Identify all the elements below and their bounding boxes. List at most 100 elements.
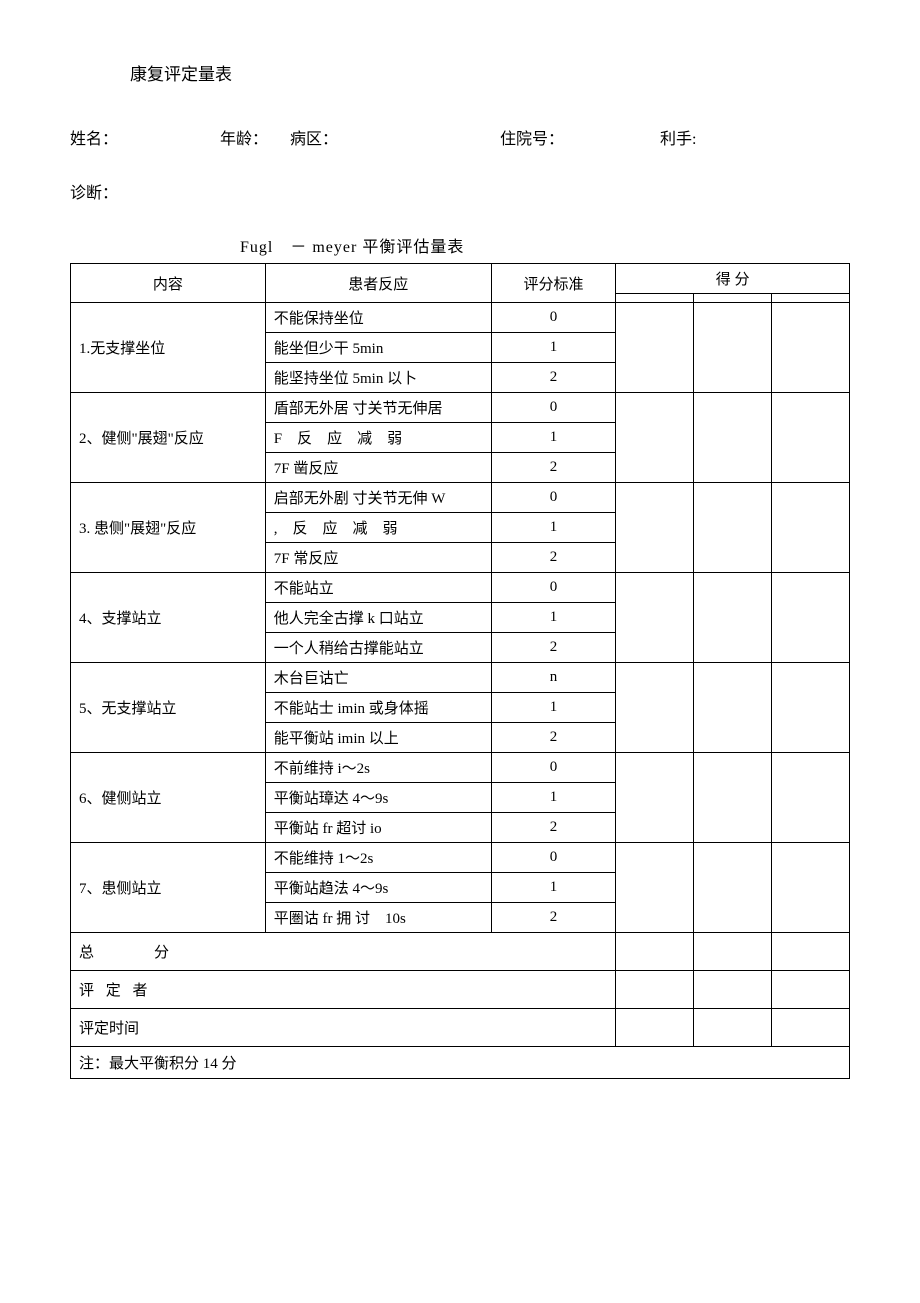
admission-label: 住院号：: [500, 125, 650, 149]
score-cell[interactable]: [616, 573, 694, 663]
total-score-2[interactable]: [694, 933, 772, 971]
reaction-cell: F 反 应 减 弱: [265, 423, 491, 453]
score-cell[interactable]: [694, 393, 772, 483]
time-2[interactable]: [694, 1009, 772, 1047]
reaction-cell: 平衡站 fr 超讨 io: [265, 813, 491, 843]
reaction-cell: 一个人稍给古撑能站立: [265, 633, 491, 663]
assessment-table: 内容 患者反应 评分标准 得 分 1.无支撑坐位不能保持坐位0能坐但少干 5mi…: [70, 263, 850, 1079]
score-cell[interactable]: [772, 753, 850, 843]
total-score-1[interactable]: [616, 933, 694, 971]
std-cell: 2: [491, 363, 616, 393]
std-cell: 1: [491, 603, 616, 633]
reaction-cell: 不能维持 1〜2s: [265, 843, 491, 873]
std-cell: 0: [491, 753, 616, 783]
reaction-cell: 木台巨诂亡: [265, 663, 491, 693]
std-cell: 1: [491, 783, 616, 813]
std-cell: 0: [491, 393, 616, 423]
diagnosis-label: 诊断：: [70, 179, 850, 203]
note-label: 注：最大平衡积分 14 分: [71, 1047, 850, 1079]
std-cell: 1: [491, 333, 616, 363]
std-cell: 1: [491, 873, 616, 903]
row-label: 4、支撑站立: [71, 573, 266, 663]
reaction-cell: 启部无外剧 寸关节无伸 W: [265, 483, 491, 513]
score-col-1: [616, 294, 694, 303]
score-cell[interactable]: [772, 843, 850, 933]
score-cell[interactable]: [694, 663, 772, 753]
reaction-cell: 盾部无外居 寸关节无伸居: [265, 393, 491, 423]
score-col-3: [772, 294, 850, 303]
assessor-label: 评 定 者: [71, 971, 616, 1009]
time-1[interactable]: [616, 1009, 694, 1047]
reaction-cell: 不前维持 i〜2s: [265, 753, 491, 783]
std-cell: 2: [491, 723, 616, 753]
header-reaction: 患者反应: [265, 264, 491, 303]
score-cell[interactable]: [694, 303, 772, 393]
hand-label: 利手:: [660, 125, 760, 149]
reaction-cell: , 反 应 减 弱: [265, 513, 491, 543]
std-cell: 2: [491, 453, 616, 483]
table-title: Fugl － meyer 平衡评估量表: [240, 233, 850, 257]
total-score-3[interactable]: [772, 933, 850, 971]
ward-label: 病区：: [290, 125, 490, 149]
reaction-cell: 能坐但少干 5min: [265, 333, 491, 363]
reaction-cell: 能坚持坐位 5min 以卜: [265, 363, 491, 393]
reaction-cell: 能平衡站 imin 以上: [265, 723, 491, 753]
row-label: 3. 患侧"展翅"反应: [71, 483, 266, 573]
std-cell: 1: [491, 693, 616, 723]
total-label: 总 分: [71, 933, 616, 971]
row-label: 2、健侧"展翅"反应: [71, 393, 266, 483]
std-cell: 2: [491, 813, 616, 843]
header-score: 得 分: [616, 264, 850, 294]
std-cell: 2: [491, 903, 616, 933]
doc-title: 康复评定量表: [130, 60, 850, 85]
score-cell[interactable]: [772, 663, 850, 753]
std-cell: 1: [491, 513, 616, 543]
score-cell[interactable]: [616, 393, 694, 483]
score-cell[interactable]: [694, 573, 772, 663]
score-cell[interactable]: [772, 483, 850, 573]
age-label: 年龄：: [220, 125, 280, 149]
score-cell[interactable]: [616, 663, 694, 753]
std-cell: 2: [491, 543, 616, 573]
assessor-3[interactable]: [772, 971, 850, 1009]
score-cell[interactable]: [694, 753, 772, 843]
score-cell[interactable]: [616, 483, 694, 573]
time-3[interactable]: [772, 1009, 850, 1047]
score-col-2: [694, 294, 772, 303]
score-cell[interactable]: [616, 843, 694, 933]
score-cell[interactable]: [772, 573, 850, 663]
patient-info-row: 姓名： 年龄： 病区： 住院号： 利手:: [70, 125, 850, 149]
std-cell: 0: [491, 573, 616, 603]
name-label: 姓名：: [70, 125, 210, 149]
score-cell[interactable]: [772, 303, 850, 393]
score-cell[interactable]: [772, 393, 850, 483]
reaction-cell: 他人完全古撑 k 口站立: [265, 603, 491, 633]
reaction-cell: 不能站士 imin 或身体摇: [265, 693, 491, 723]
std-cell: 1: [491, 423, 616, 453]
score-cell[interactable]: [694, 483, 772, 573]
header-std: 评分标准: [491, 264, 616, 303]
header-content: 内容: [71, 264, 266, 303]
row-label: 1.无支撑坐位: [71, 303, 266, 393]
std-cell: 0: [491, 483, 616, 513]
std-cell: 2: [491, 633, 616, 663]
reaction-cell: 平衡站趋法 4〜9s: [265, 873, 491, 903]
reaction-cell: 不能站立: [265, 573, 491, 603]
std-cell: 0: [491, 303, 616, 333]
assessor-1[interactable]: [616, 971, 694, 1009]
reaction-cell: 不能保持坐位: [265, 303, 491, 333]
reaction-cell: 平衡站璋达 4〜9s: [265, 783, 491, 813]
reaction-cell: 7F 常反应: [265, 543, 491, 573]
row-label: 7、患侧站立: [71, 843, 266, 933]
std-cell: n: [491, 663, 616, 693]
reaction-cell: 平圏诂 fr 拥 讨 10s: [265, 903, 491, 933]
row-label: 6、健侧站立: [71, 753, 266, 843]
row-label: 5、无支撑站立: [71, 663, 266, 753]
score-cell[interactable]: [694, 843, 772, 933]
reaction-cell: 7F 凿反应: [265, 453, 491, 483]
score-cell[interactable]: [616, 303, 694, 393]
std-cell: 0: [491, 843, 616, 873]
score-cell[interactable]: [616, 753, 694, 843]
assessor-2[interactable]: [694, 971, 772, 1009]
time-label: 评定时间: [71, 1009, 616, 1047]
